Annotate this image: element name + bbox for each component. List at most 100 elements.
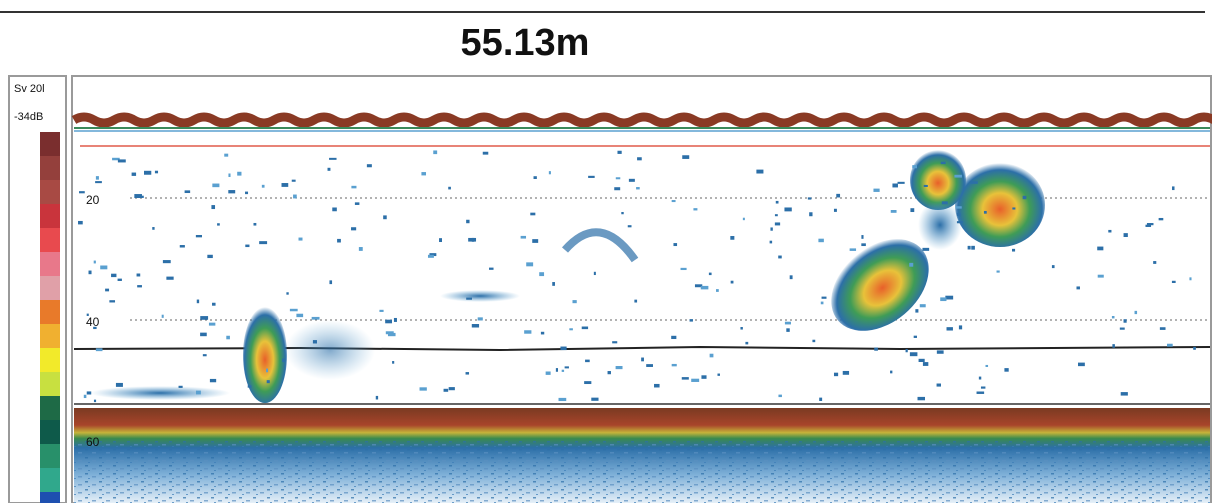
echo-speck xyxy=(812,340,815,342)
echo-speck xyxy=(940,297,946,301)
echo-speck xyxy=(682,155,689,159)
echo-speck xyxy=(466,372,469,374)
echo-speck xyxy=(591,398,598,401)
echo-speck xyxy=(1172,186,1174,190)
echo-speck xyxy=(100,265,107,269)
echo-speck xyxy=(444,389,449,392)
echo-speck xyxy=(332,207,337,211)
echo-speck xyxy=(778,256,782,259)
echo-speck xyxy=(672,200,676,202)
echo-speck xyxy=(572,300,576,303)
fish-school xyxy=(440,290,520,302)
echo-speck xyxy=(914,336,917,338)
echo-speck xyxy=(716,289,719,292)
echo-speck xyxy=(693,208,697,210)
echo-speck xyxy=(556,368,558,372)
echo-speck xyxy=(541,332,544,335)
echo-speck xyxy=(850,248,856,251)
echo-speck xyxy=(293,195,297,199)
echo-speck xyxy=(681,268,687,270)
echo-speck xyxy=(132,173,136,176)
echo-speck xyxy=(565,366,569,368)
echo-speck xyxy=(1004,368,1008,372)
echo-speck xyxy=(449,387,455,390)
echo-speck xyxy=(977,391,985,393)
echo-speck xyxy=(984,211,987,214)
echo-speck xyxy=(559,398,567,401)
echo-speck xyxy=(585,360,590,363)
echo-speck xyxy=(226,336,230,340)
echo-speck xyxy=(584,381,591,384)
echo-speck xyxy=(379,310,383,312)
echo-speck xyxy=(329,158,336,160)
echo-speck xyxy=(137,285,142,287)
echo-speck xyxy=(386,331,394,334)
echo-speck xyxy=(740,327,742,330)
echo-speck xyxy=(253,223,256,226)
echo-speck xyxy=(1108,230,1111,233)
seabed-noise xyxy=(74,440,1210,503)
echo-speck xyxy=(562,370,564,372)
echo-speck xyxy=(196,391,201,395)
scale-step xyxy=(40,252,60,276)
depth-label: 60 xyxy=(86,435,100,449)
echo-speck xyxy=(185,190,191,193)
echo-speck xyxy=(1023,196,1027,199)
echo-speck xyxy=(267,380,270,383)
echo-speck xyxy=(539,272,544,276)
echo-speck xyxy=(919,359,925,362)
echo-speck xyxy=(636,187,640,189)
screen: 55.13m Sv 20l -34dB xyxy=(0,0,1212,503)
echo-speck xyxy=(355,202,360,205)
echo-speck xyxy=(560,347,566,351)
fish-school xyxy=(285,320,375,380)
echo-speck xyxy=(912,165,917,168)
echo-speck xyxy=(109,300,115,302)
echo-speck xyxy=(775,214,778,216)
echo-speck xyxy=(690,319,693,321)
echo-speck xyxy=(248,385,252,387)
echo-speck xyxy=(237,172,241,176)
echo-speck xyxy=(210,379,216,382)
echo-speck xyxy=(918,397,925,400)
echo-speck xyxy=(392,361,394,364)
echo-speck xyxy=(483,152,489,155)
echo-speck xyxy=(282,183,289,187)
echo-speck xyxy=(861,235,863,239)
echo-speck xyxy=(155,171,158,174)
echo-speck xyxy=(262,185,265,188)
echo-speck xyxy=(421,172,426,175)
echo-speck xyxy=(942,201,948,204)
echo-speck xyxy=(1135,311,1138,314)
echo-speck xyxy=(245,192,248,195)
echo-speck xyxy=(203,354,207,356)
echo-speck xyxy=(778,395,781,397)
fish-school xyxy=(243,307,287,403)
echo-speck xyxy=(351,186,356,189)
echo-speck xyxy=(582,327,588,330)
echo-speck xyxy=(228,173,230,176)
echo-speck xyxy=(920,304,926,307)
echo-speck xyxy=(96,348,103,351)
echo-speck xyxy=(478,317,483,320)
echo-speck xyxy=(819,398,822,401)
echo-speck xyxy=(313,340,317,343)
echo-speck xyxy=(612,341,617,343)
echo-speck xyxy=(228,190,235,193)
echo-speck xyxy=(197,300,199,304)
echo-speck xyxy=(296,314,303,317)
echo-speck xyxy=(111,274,116,277)
echo-speck xyxy=(730,236,734,240)
echo-speck xyxy=(923,362,928,366)
scale-step xyxy=(40,276,60,300)
echo-speck xyxy=(922,248,929,251)
echo-speck xyxy=(1098,275,1104,278)
echo-speck xyxy=(166,277,173,280)
echo-speck xyxy=(945,296,953,300)
echo-speck xyxy=(654,384,660,388)
echo-speck xyxy=(673,243,677,246)
echo-speck xyxy=(329,280,332,284)
echo-speck xyxy=(1193,347,1196,350)
echo-speck xyxy=(524,330,531,333)
echo-speck xyxy=(957,213,961,216)
